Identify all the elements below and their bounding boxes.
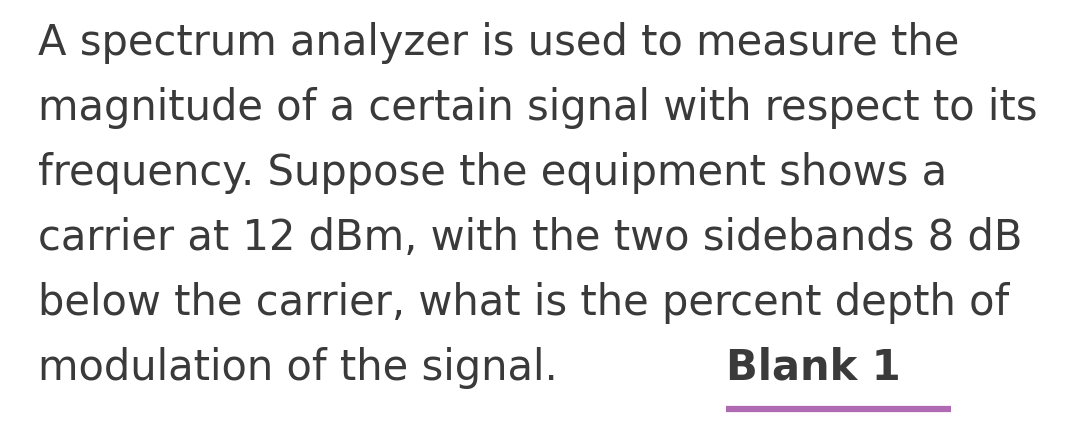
Text: magnitude of a certain signal with respect to its: magnitude of a certain signal with respe… bbox=[38, 87, 1038, 129]
Text: modulation of the signal.: modulation of the signal. bbox=[38, 347, 571, 389]
Text: carrier at 12 dBm, with the two sidebands 8 dB: carrier at 12 dBm, with the two sideband… bbox=[38, 217, 1023, 259]
Text: A spectrum analyzer is used to measure the: A spectrum analyzer is used to measure t… bbox=[38, 22, 959, 64]
Text: Blank 1: Blank 1 bbox=[726, 347, 901, 389]
Text: below the carrier, what is the percent depth of: below the carrier, what is the percent d… bbox=[38, 282, 1009, 324]
Text: frequency. Suppose the equipment shows a: frequency. Suppose the equipment shows a bbox=[38, 152, 947, 194]
